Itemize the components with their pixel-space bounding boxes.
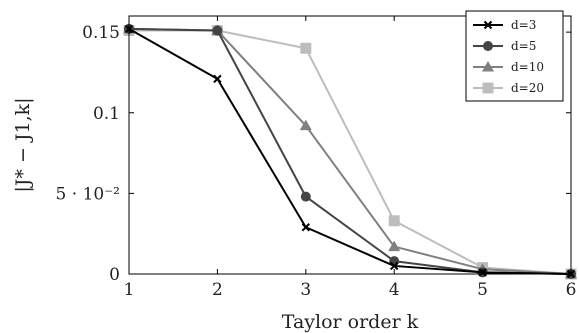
y-tick-label: 0.1 — [93, 104, 120, 124]
x-axis-label: Taylor order k — [282, 311, 419, 333]
legend-item-d10: d=10 — [473, 60, 544, 74]
legend-label: d=10 — [511, 60, 544, 74]
x-tick-label: 6 — [566, 280, 577, 300]
data-point-d3 — [301, 223, 311, 232]
legend-item-d20: d=20 — [473, 81, 544, 95]
legend-item-d5: d=5 — [473, 39, 536, 53]
y-tick-label: 5 · 10⁻² — [56, 184, 120, 204]
data-point-d5 — [212, 25, 223, 36]
y-axis-label: |J* − J1,k| — [12, 97, 34, 192]
x-tick-label: 2 — [212, 280, 223, 300]
legend-marker — [483, 41, 493, 51]
y-tick-label: 0 — [109, 265, 120, 285]
plot-frame — [128, 15, 572, 275]
data-point-d5 — [300, 191, 311, 202]
legend: d=3 d=5 d=10 d=20 — [465, 10, 564, 102]
series-line-d3 — [128, 28, 572, 275]
legend-marker — [482, 61, 494, 72]
x-tick-label: 5 — [477, 280, 488, 300]
data-point-d10 — [388, 240, 401, 252]
legend-label: d=3 — [511, 18, 536, 32]
legend-label: d=5 — [511, 39, 536, 53]
x-tick-label: 1 — [124, 280, 135, 300]
data-point-d10 — [299, 119, 312, 131]
x-tick-label: 3 — [300, 280, 311, 300]
data-point-d20 — [388, 215, 400, 227]
data-point-d3 — [213, 74, 222, 84]
legend-item-d3: d=3 — [473, 18, 536, 32]
x-tick-label: 4 — [389, 280, 400, 300]
legend-label: d=20 — [511, 81, 544, 95]
legend-marker — [482, 82, 494, 94]
legend-marker — [483, 20, 493, 30]
y-tick-label: 0.15 — [82, 23, 120, 43]
data-point-d20 — [300, 42, 312, 54]
data-point-d3 — [389, 261, 399, 271]
